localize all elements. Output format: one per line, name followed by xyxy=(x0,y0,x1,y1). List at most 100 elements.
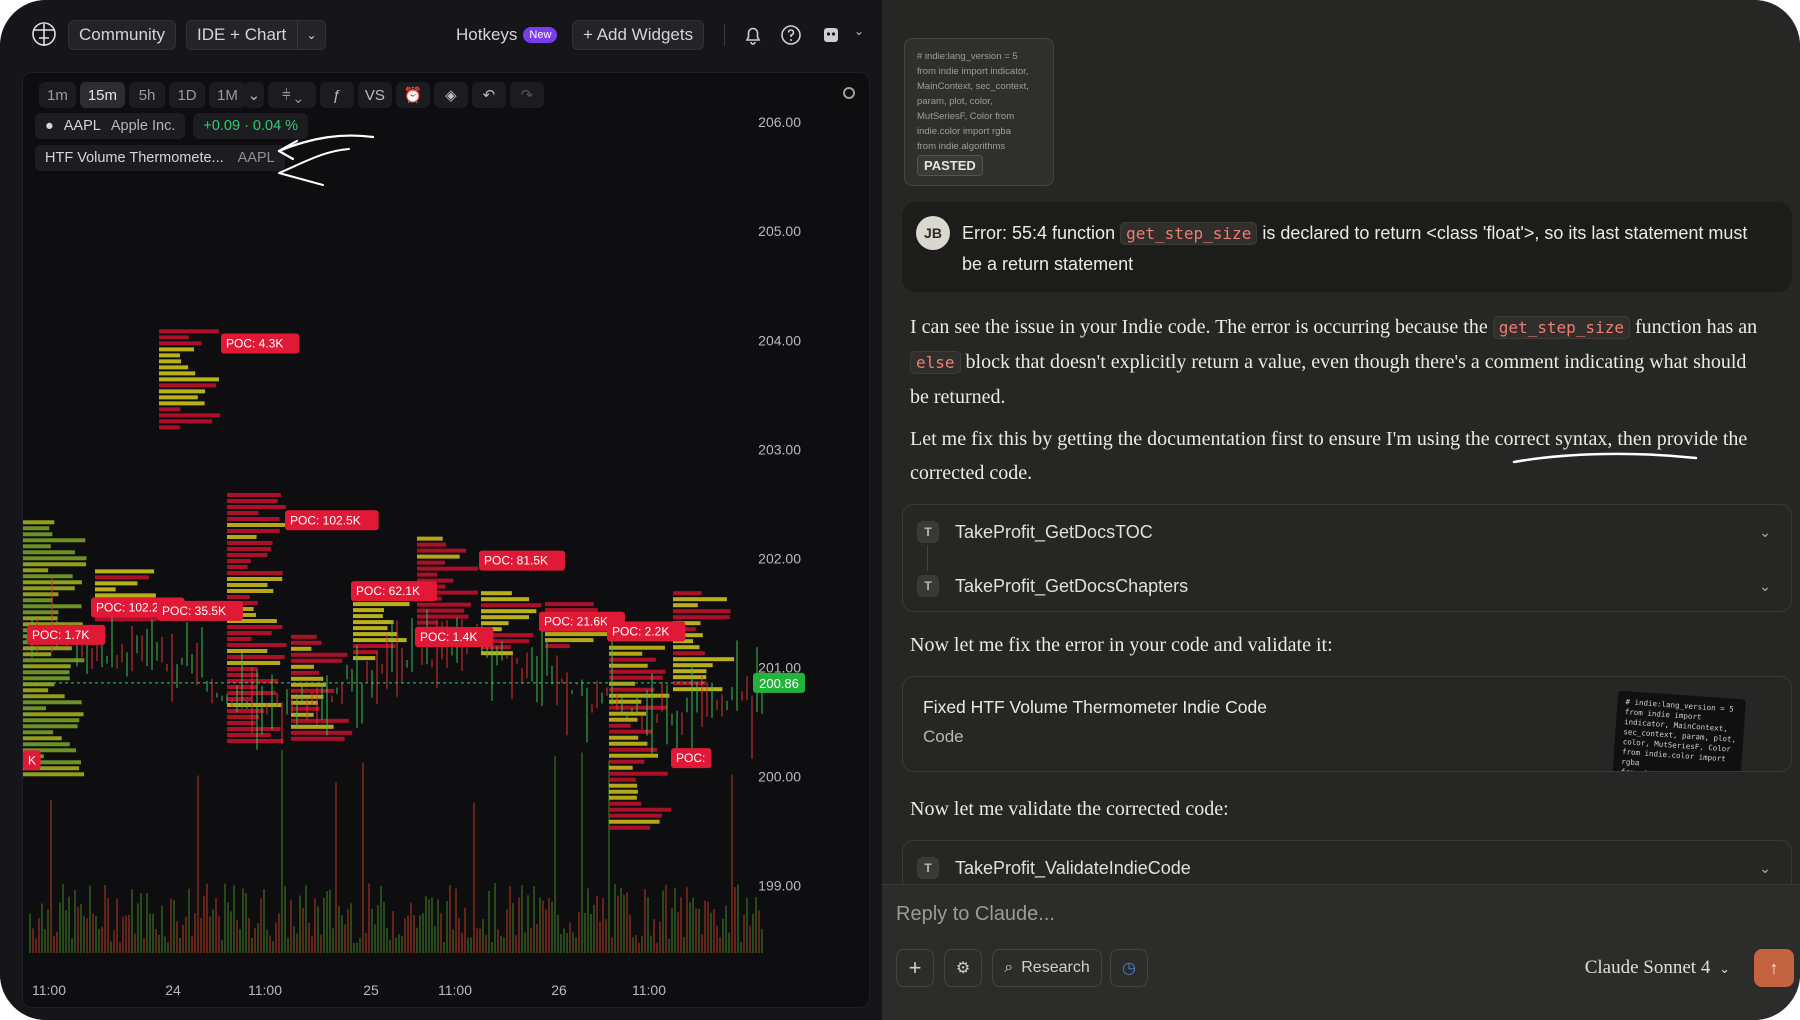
chart-type-icon[interactable]: ⫩ ⌄ xyxy=(267,82,316,108)
profile-row xyxy=(481,597,530,602)
volume-bar xyxy=(470,937,472,953)
timeframe-1M[interactable]: 1M xyxy=(209,82,246,108)
timeframe-5h[interactable]: 5h xyxy=(129,82,166,108)
profile-row xyxy=(609,717,638,722)
symbol-selector[interactable]: ● AAPL Apple Inc. xyxy=(35,113,186,139)
volume-bar xyxy=(248,917,250,953)
volume-bar xyxy=(710,912,712,953)
volume-bar xyxy=(311,935,313,953)
volume-bar xyxy=(35,938,37,953)
volume-bar xyxy=(149,913,151,953)
profile-row xyxy=(417,536,443,541)
tools-settings-icon[interactable]: ⚙ xyxy=(944,949,982,987)
hotkeys-button[interactable]: Hotkeys New xyxy=(456,20,558,50)
volume-bar xyxy=(731,774,733,953)
add-attachment-button[interactable]: + xyxy=(896,949,934,987)
chevron-down-icon[interactable]: ⌄ xyxy=(1759,523,1771,540)
volume-bar xyxy=(305,885,307,953)
community-button[interactable]: Community xyxy=(68,20,176,50)
volume-bar xyxy=(140,893,142,953)
timeframe-15m[interactable]: 15m xyxy=(79,82,126,108)
profile-row xyxy=(673,591,702,596)
model-selector[interactable]: Claude Sonnet 4 ⌄ xyxy=(1585,957,1730,979)
help-icon[interactable] xyxy=(778,22,804,48)
chevron-down-icon[interactable]: ⌄ xyxy=(1759,859,1771,876)
clock-icon[interactable]: ◷ xyxy=(1110,949,1148,987)
profile-row xyxy=(673,603,698,608)
volume-bar xyxy=(440,913,442,953)
indicator-function-icon[interactable]: ƒ xyxy=(319,82,354,108)
volume-bar xyxy=(227,902,229,953)
timeframe-1d[interactable]: 1D xyxy=(169,82,206,108)
poc-label-bg xyxy=(539,611,625,632)
profile-row xyxy=(227,529,280,533)
research-button[interactable]: ⌕ Research xyxy=(992,949,1102,987)
profile-row xyxy=(291,640,322,645)
artifact-title: Fixed HTF Volume Thermometer Indie Code xyxy=(923,697,1267,717)
profile-row xyxy=(227,589,274,593)
tool-call-get-docs-toc[interactable]: T TakeProfit_GetDocsTOC ⌄ xyxy=(903,505,1791,559)
layers-icon[interactable]: ◈ xyxy=(433,82,468,108)
layout-select[interactable]: IDE + Chart ⌄ xyxy=(186,20,326,50)
settings-dot-icon[interactable] xyxy=(843,87,855,99)
app-logo-icon[interactable] xyxy=(28,18,60,50)
account-chevron-icon[interactable]: ⌄ xyxy=(854,24,865,38)
profile-row xyxy=(23,676,70,681)
volume-bar xyxy=(38,918,40,953)
profile-row xyxy=(291,652,348,657)
tool-name: TakeProfit_ValidateIndieCode xyxy=(955,857,1191,878)
apple-logo-icon: ● xyxy=(45,118,54,134)
volume-bar xyxy=(173,899,175,953)
compare-button[interactable]: VS xyxy=(357,82,392,108)
profile-row xyxy=(609,795,637,800)
volume-bar xyxy=(362,762,364,953)
pasted-tag: PASTED xyxy=(917,155,983,176)
tool-call-get-docs-chapters[interactable]: T TakeProfit_GetDocsChapters ⌄ xyxy=(903,559,1791,613)
volume-bar xyxy=(458,918,460,953)
timeframe-chevron-icon[interactable]: ⌄ xyxy=(243,82,264,108)
x-tick-label: 25 xyxy=(363,982,379,998)
profile-row xyxy=(609,801,642,806)
chevron-down-icon[interactable]: ⌄ xyxy=(1759,577,1771,594)
chevron-down-icon[interactable]: ⌄ xyxy=(297,21,325,49)
add-widgets-label: + Add Widgets xyxy=(583,25,694,44)
volume-bar xyxy=(134,933,136,953)
reply-input[interactable]: Reply to Claude... xyxy=(896,903,1055,925)
profile-row xyxy=(609,741,648,746)
alert-add-icon[interactable]: ⏰ xyxy=(395,82,430,108)
user-avatar-icon[interactable] xyxy=(818,22,844,48)
profile-row xyxy=(23,586,75,591)
volume-bar xyxy=(515,935,517,953)
volume-bar xyxy=(323,897,325,953)
profile-row xyxy=(23,718,80,723)
volume-bar xyxy=(404,918,406,953)
redo-icon[interactable]: ↷ xyxy=(509,82,544,108)
volume-bar xyxy=(758,910,760,953)
profile-row xyxy=(23,574,73,579)
volume-bar xyxy=(536,924,538,953)
volume-bar xyxy=(53,935,55,953)
tool-call-validate[interactable]: T TakeProfit_ValidateIndieCode ⌄ xyxy=(903,841,1791,895)
indicator-legend[interactable]: HTF Volume Thermomete... AAPL xyxy=(35,145,285,171)
volume-bar xyxy=(617,895,619,953)
volume-bar xyxy=(209,916,211,953)
profile-row xyxy=(673,645,700,650)
poc-label-bg xyxy=(479,550,565,571)
search-icon: ⌕ xyxy=(1004,959,1014,976)
code-artifact-card[interactable]: Fixed HTF Volume Thermometer Indie Code … xyxy=(902,676,1792,772)
artifact-thumb-code: # indie:lang_version = 5 from indie impo… xyxy=(1620,697,1737,771)
timeframe-1m[interactable]: 1m xyxy=(39,82,76,108)
send-button[interactable]: ↑ xyxy=(1754,949,1794,987)
x-tick-label: 11:00 xyxy=(248,982,282,998)
profile-row xyxy=(227,553,268,557)
profile-row xyxy=(227,499,278,503)
bell-icon[interactable] xyxy=(740,22,766,48)
undo-icon[interactable]: ↶ xyxy=(471,82,506,108)
add-widgets-button[interactable]: + Add Widgets xyxy=(572,20,705,50)
profile-row xyxy=(227,673,259,677)
volume-bar xyxy=(191,935,193,953)
volume-bar xyxy=(122,916,124,953)
profile-row xyxy=(227,715,259,719)
pasted-attachment[interactable]: # indie:lang_version = 5 from indie impo… xyxy=(904,38,1054,186)
